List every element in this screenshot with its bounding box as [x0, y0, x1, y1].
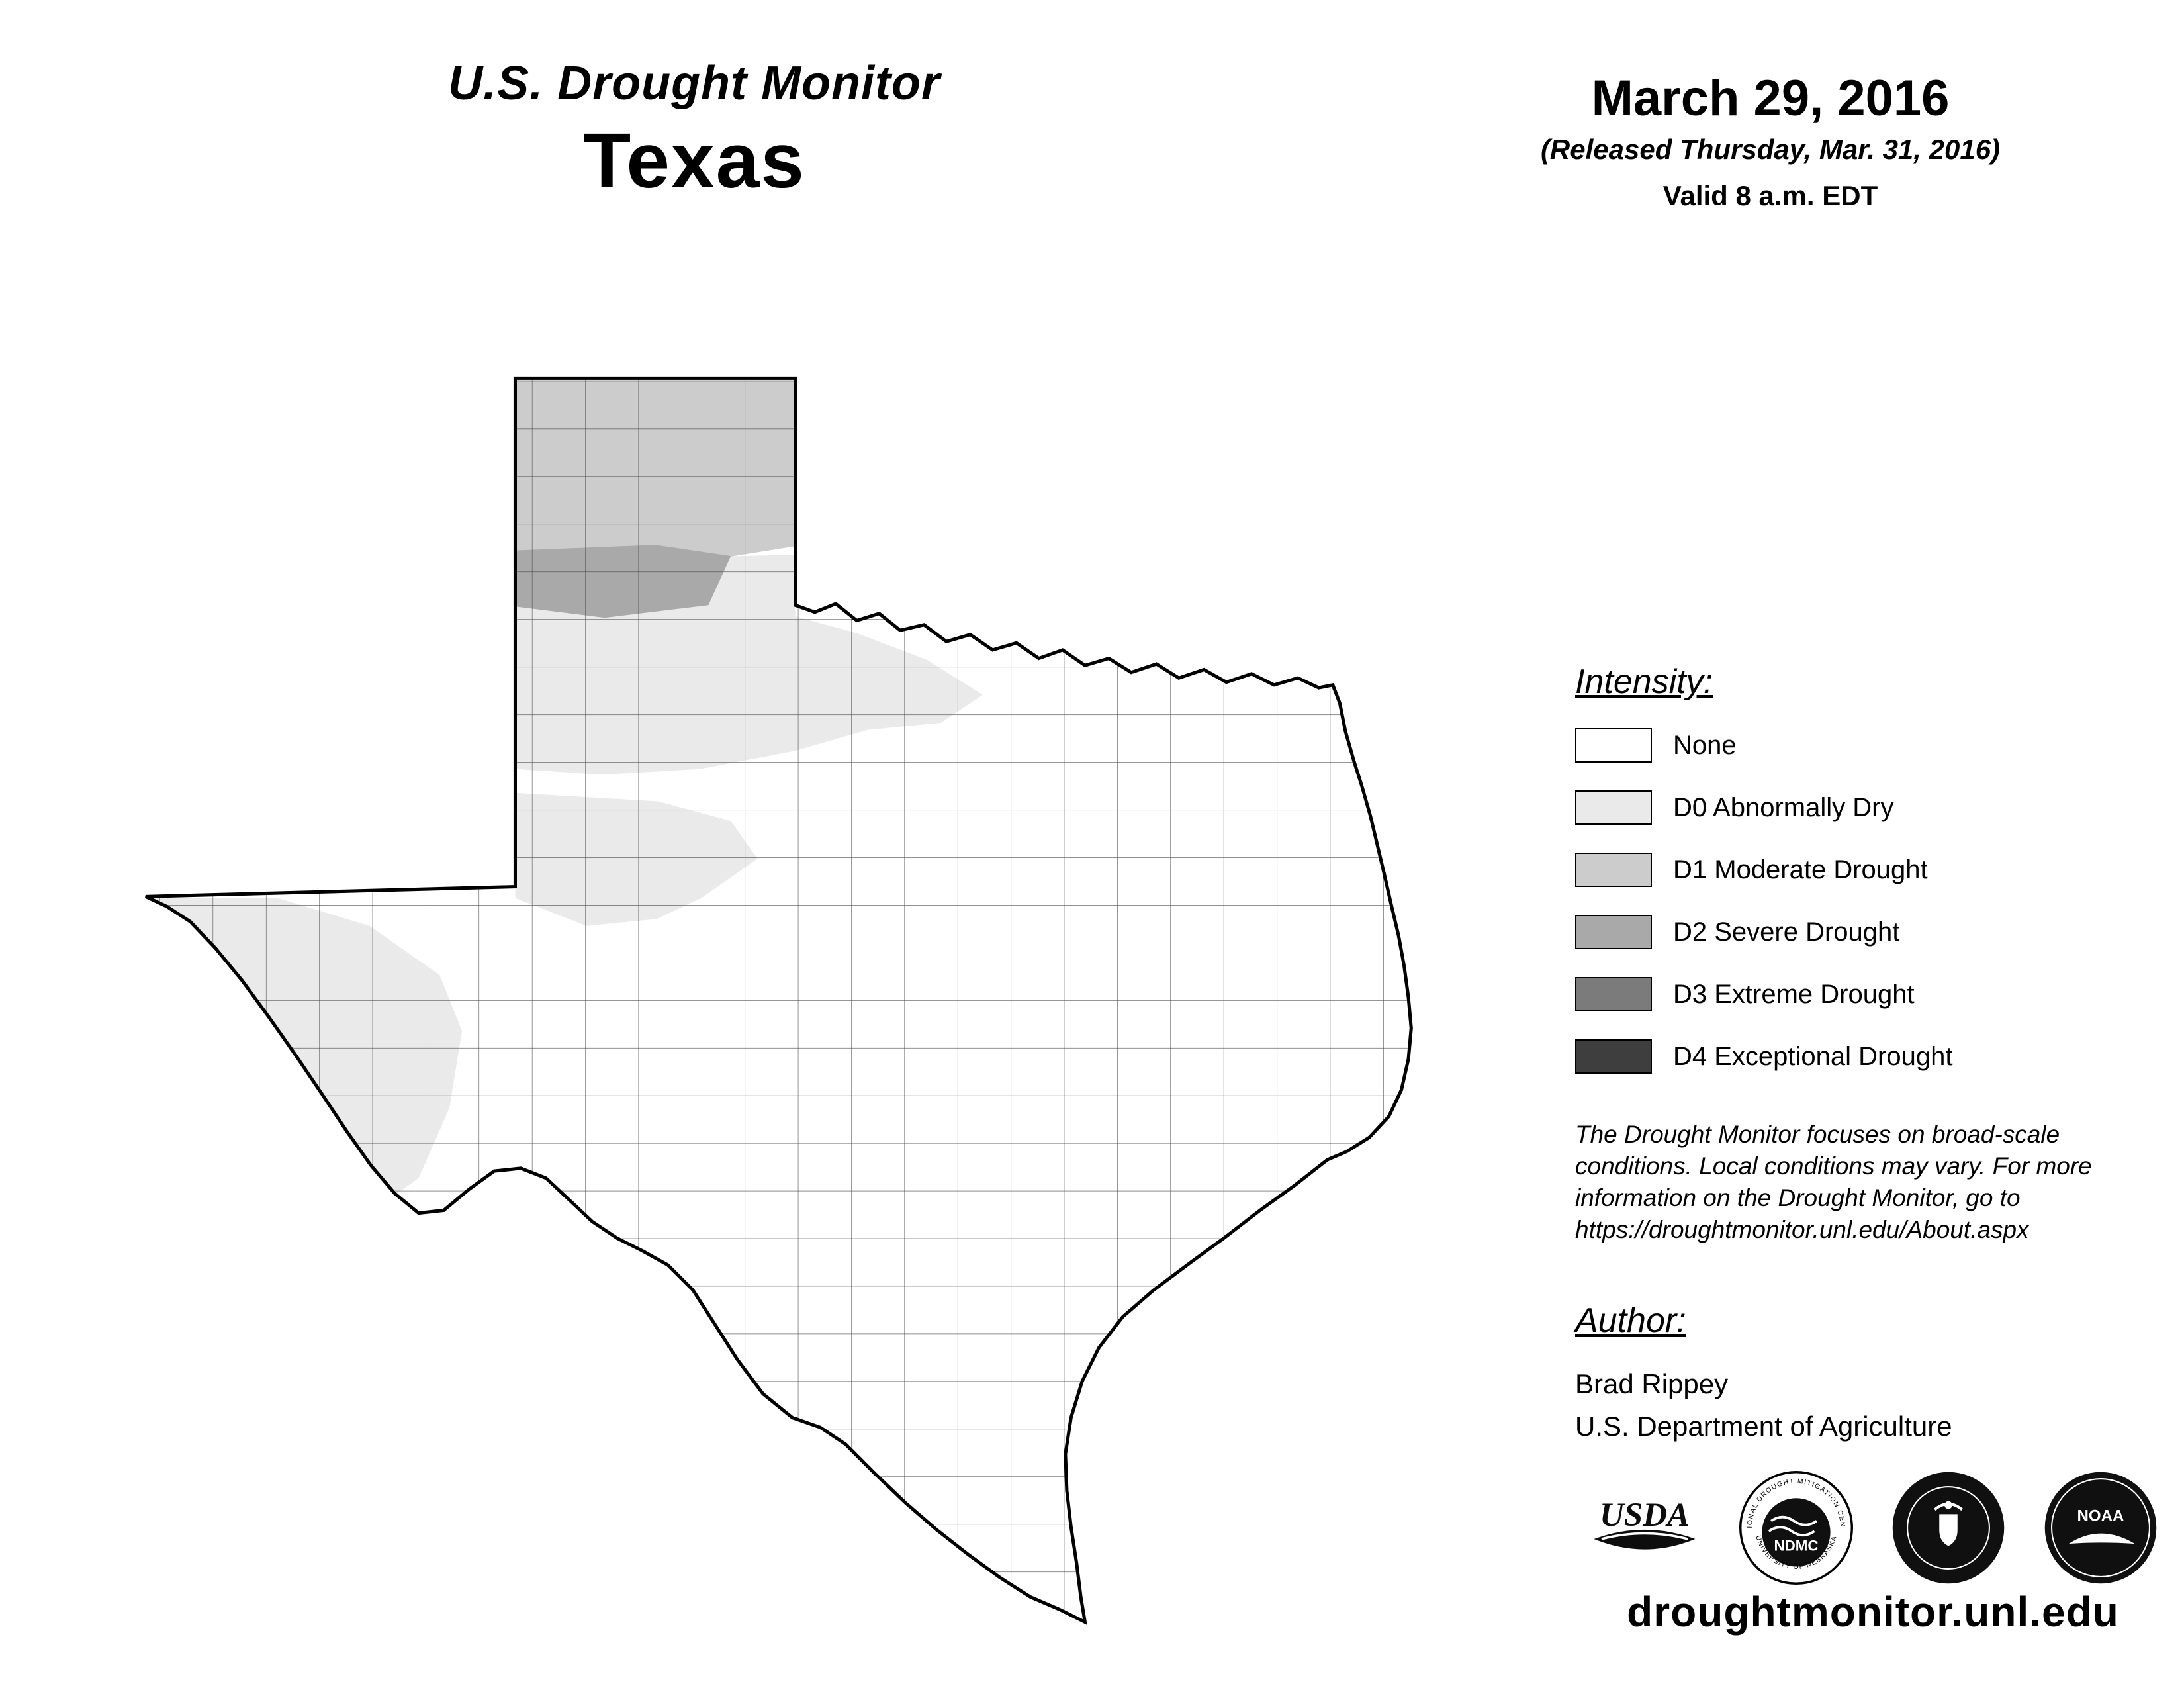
county-grid	[146, 378, 1412, 1622]
d0-region-south-plains	[515, 792, 758, 926]
ndmc-wordmark: NDMC	[1774, 1537, 1818, 1554]
legend-swatch-d4	[1575, 1039, 1652, 1074]
legend-label-d2: D2 Severe Drought	[1673, 917, 1900, 947]
legend-label-d0: D0 Abnormally Dry	[1673, 793, 1894, 822]
usda-wordmark: USDA	[1600, 1497, 1690, 1534]
author-organization: U.S. Department of Agriculture	[1575, 1411, 1952, 1442]
noaa-wordmark: NOAA	[2077, 1507, 2124, 1525]
usda-swoosh-line	[1601, 1532, 1688, 1540]
d0-region-panhandle	[515, 555, 983, 775]
texas-outline	[146, 378, 1411, 1622]
department-of-commerce-seal-icon	[1892, 1472, 2005, 1584]
noaa-bird-icon	[2068, 1533, 2135, 1544]
legend-title: Intensity:	[1575, 663, 1713, 701]
noaa-logo-icon: NOAA	[2044, 1472, 2157, 1584]
usda-logo-icon: USDA	[1594, 1497, 1696, 1550]
legend-item-d3: D3 Extreme Drought	[1575, 977, 1952, 1011]
legend-item-d1: D1 Moderate Drought	[1575, 853, 1952, 887]
legend-item-d2: D2 Severe Drought	[1575, 915, 1952, 949]
author-heading: Author:	[1575, 1301, 1686, 1340]
legend-label-none: None	[1673, 731, 1737, 760]
footer-url: droughtmonitor.unl.edu	[1627, 1588, 2119, 1636]
legend-swatch-d1	[1575, 853, 1652, 887]
logo-row: USDA NDMC NATIONAL DROUGHT MITIGATION CE…	[1588, 1471, 2158, 1585]
d1-region-panhandle	[515, 378, 796, 561]
header-right: March 29, 2016 (Released Thursday, Mar. …	[1357, 70, 2184, 212]
ndmc-logo-icon: NDMC NATIONAL DROUGHT MITIGATION CENTER …	[1739, 1471, 1853, 1585]
legend-label-d3: D3 Extreme Drought	[1673, 980, 1915, 1009]
legend-item-d4: D4 Exceptional Drought	[1575, 1039, 1952, 1074]
author-name: Brad Rippey	[1575, 1368, 1729, 1399]
legend-swatch-d2	[1575, 915, 1652, 949]
d0-region-west-texas	[146, 898, 463, 1196]
legend-label-d4: D4 Exceptional Drought	[1673, 1042, 1953, 1071]
author-block: Author: Brad Rippey U.S. Department of A…	[1575, 1301, 1952, 1442]
header-left: U.S. Drought Monitor Texas	[281, 56, 1108, 206]
legend-swatch-d0	[1575, 790, 1652, 825]
state-title: Texas	[583, 117, 805, 205]
legend-swatch-none	[1575, 728, 1652, 763]
legend-item-d0: D0 Abnormally Dry	[1575, 790, 1952, 825]
legend-swatch-d3	[1575, 977, 1652, 1011]
legend-label-d1: D1 Moderate Drought	[1673, 855, 1928, 884]
d2-region-panhandle	[515, 545, 731, 618]
legend-item-none: None	[1575, 728, 1952, 763]
legend: Intensity: None D0 Abnormally Dry D1 Mod…	[1575, 662, 1952, 1102]
page-title: U.S. Drought Monitor	[448, 57, 940, 110]
texas-fill	[146, 378, 1412, 1622]
release-date: (Released Thursday, Mar. 31, 2016)	[1540, 134, 2001, 165]
map-date: March 29, 2016	[1591, 70, 1950, 126]
valid-time: Valid 8 a.m. EDT	[1662, 180, 1878, 211]
disclaimer-note: The Drought Monitor focuses on broad-sca…	[1575, 1121, 2092, 1244]
